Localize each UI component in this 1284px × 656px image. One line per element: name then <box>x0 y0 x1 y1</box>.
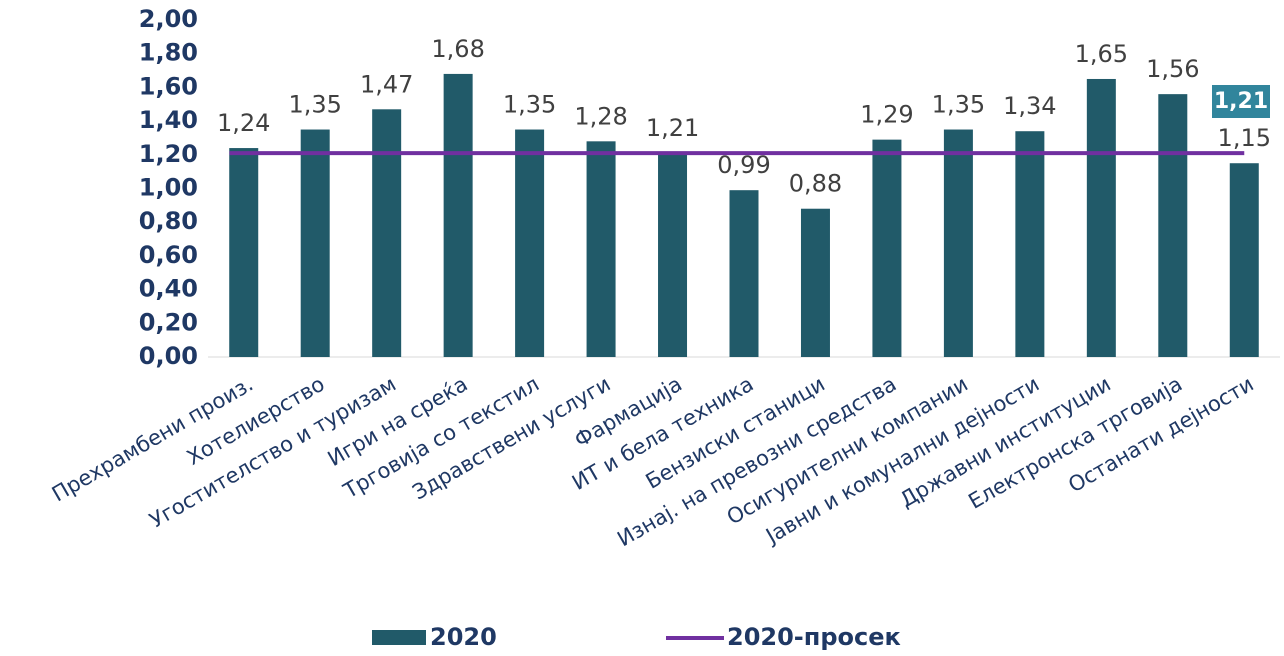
bar <box>372 109 402 358</box>
y-tick-label: 0,80 <box>139 207 198 235</box>
y-tick-label: 0,00 <box>139 342 198 370</box>
bar <box>943 129 973 357</box>
bar <box>515 129 545 357</box>
y-tick-label: 0,20 <box>139 308 198 336</box>
bar <box>729 190 759 357</box>
bar <box>443 73 473 358</box>
data-label: 1,24 <box>217 109 270 137</box>
y-tick-label: 1,80 <box>139 39 198 67</box>
data-label: 1,47 <box>360 70 413 98</box>
average-label-box <box>1212 85 1270 118</box>
data-label: 1,35 <box>932 91 985 119</box>
data-label: 0,99 <box>717 151 770 179</box>
legend-label: 2020 <box>430 623 497 651</box>
data-label: 1,65 <box>1075 40 1128 68</box>
y-tick-label: 0,60 <box>139 241 198 269</box>
y-tick-label: 2,00 <box>139 5 198 33</box>
data-label: 1,35 <box>288 91 341 119</box>
data-label: 1,15 <box>1218 124 1271 152</box>
bar <box>300 129 330 357</box>
data-label: 1,68 <box>431 35 484 63</box>
data-label: 1,29 <box>860 101 913 129</box>
data-label: 1,28 <box>574 102 627 130</box>
average-label: 1,21 <box>1214 89 1268 114</box>
bar <box>658 153 688 357</box>
y-tick-label: 1,00 <box>139 174 198 202</box>
data-label: 1,21 <box>646 114 699 142</box>
legend-swatch <box>372 630 426 645</box>
bar <box>1158 94 1188 357</box>
data-label: 1,34 <box>1003 92 1056 120</box>
data-label: 1,56 <box>1146 55 1199 83</box>
bar <box>872 139 902 357</box>
y-tick-label: 1,60 <box>139 72 198 100</box>
bar <box>229 148 259 357</box>
data-label: 0,88 <box>789 170 842 198</box>
data-label: 1,35 <box>503 91 556 119</box>
bar <box>1229 163 1259 357</box>
y-tick-label: 1,40 <box>139 106 198 134</box>
bar <box>1015 131 1045 357</box>
legend-label: 2020-просек <box>727 623 901 651</box>
bar <box>800 208 830 357</box>
bar <box>1086 78 1116 357</box>
y-tick-label: 1,20 <box>139 140 198 168</box>
bar <box>586 141 616 357</box>
y-tick-label: 0,40 <box>139 275 198 303</box>
